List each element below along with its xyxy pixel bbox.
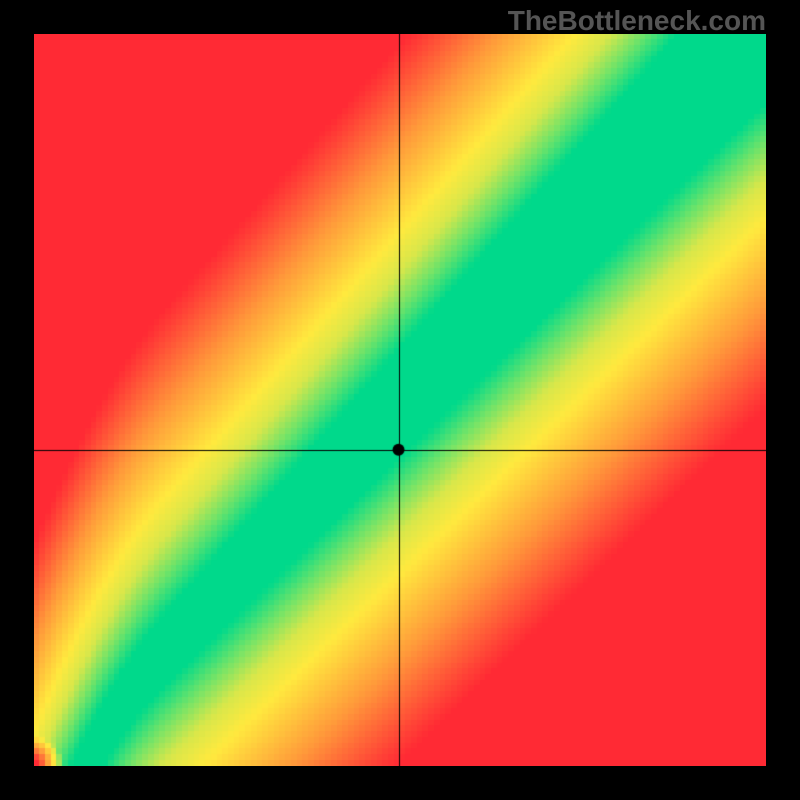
watermark-text: TheBottleneck.com [508,5,766,37]
bottleneck-heatmap [34,34,766,766]
chart-container: TheBottleneck.com [0,0,800,800]
